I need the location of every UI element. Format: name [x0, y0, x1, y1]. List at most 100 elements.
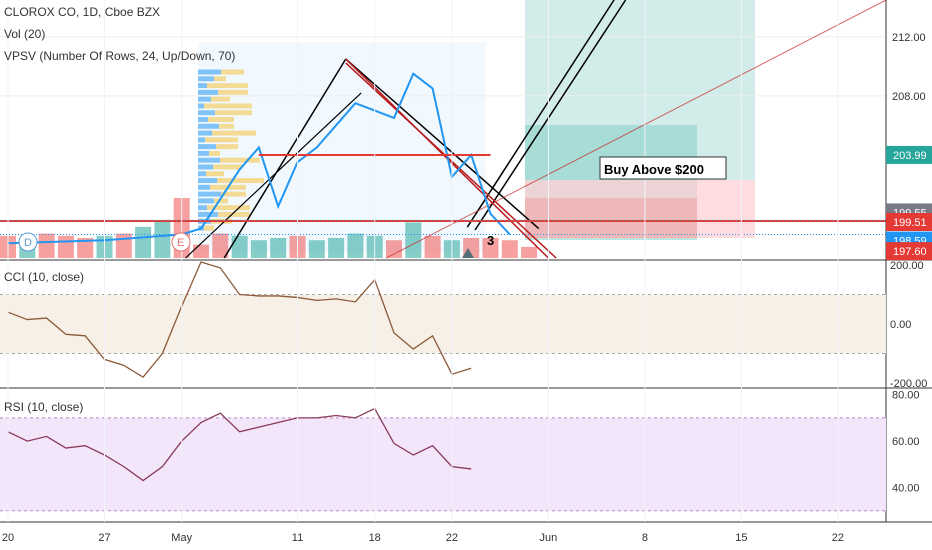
vpsv-up-row	[198, 178, 217, 184]
price-axis: 212.00208.00197.37200.000.00-200.0080.00…	[890, 32, 927, 495]
time-tick-label: 8	[642, 532, 648, 544]
rsi-band	[0, 417, 886, 511]
volume-legend[interactable]: Vol (20)	[4, 27, 45, 41]
time-tick-label: 27	[98, 532, 110, 544]
vpsv-up-row	[198, 76, 214, 82]
price-tag	[886, 145, 932, 164]
vpsv-up-row	[198, 123, 219, 129]
volume-bar	[38, 233, 55, 258]
trend-line[interactable]	[474, 0, 627, 231]
vpsv-down-row	[205, 137, 238, 143]
volume-bar	[405, 222, 422, 258]
legend: CLOROX CO, 1D, Cboe BZX Vol (20) VPSV (N…	[4, 5, 235, 414]
vpsv-down-row	[221, 69, 244, 75]
volume-bar	[347, 233, 364, 258]
volume-bar	[270, 238, 287, 258]
vpsv-up-row	[198, 96, 211, 102]
volume-bar	[154, 220, 171, 258]
vpsv-down-row	[216, 144, 238, 150]
volume-bar	[328, 238, 345, 258]
vpsv-legend[interactable]: VPSV (Number Of Rows, 24, Up/Down, 70)	[4, 49, 235, 63]
trend-line[interactable]	[386, 0, 887, 259]
price-tick-label: 212.00	[892, 32, 926, 44]
vpsv-down-row	[214, 76, 226, 82]
vpsv-area	[198, 42, 486, 252]
vpsv-up-row	[198, 191, 221, 197]
scroll-up-arrow[interactable]	[462, 248, 474, 258]
price-tag	[886, 242, 932, 261]
vpsv-down-row	[215, 110, 252, 116]
vpsv-up-row	[198, 211, 218, 217]
rsi-legend[interactable]: RSI (10, close)	[4, 400, 83, 414]
trend-line[interactable]	[345, 58, 540, 230]
time-tick-label: 22	[446, 532, 458, 544]
vpsv-up-row	[198, 89, 218, 95]
volume-bar	[77, 238, 94, 258]
vpsv-up-row	[198, 110, 215, 116]
symbol-legend[interactable]: CLOROX CO, 1D, Cboe BZX	[4, 5, 160, 19]
price-tag-label: 197.60	[893, 246, 927, 258]
price-panel	[0, 0, 887, 259]
vpsv-down-row	[208, 117, 234, 123]
wave-label: 3	[487, 233, 494, 248]
trend-line[interactable]	[345, 62, 557, 259]
volume-bar	[212, 233, 229, 258]
vpsv-up-row	[198, 150, 209, 156]
vpsv-down-row	[204, 103, 252, 109]
vpsv-up-row	[198, 164, 213, 170]
cci-legend[interactable]: CCI (10, close)	[4, 270, 84, 284]
trend-lines	[185, 0, 887, 259]
buy-above-label: Buy Above $200	[604, 162, 704, 177]
rsi-line	[7, 407, 472, 482]
time-tick-label: 18	[369, 532, 381, 544]
price-tag	[886, 212, 932, 231]
vpsv-up-row	[198, 69, 221, 75]
cci-band	[0, 294, 886, 354]
vpsv-down-row	[214, 198, 228, 204]
vpsv-up-row	[198, 157, 220, 163]
trend-line[interactable]	[185, 92, 362, 259]
cci-tick-label: -200.00	[890, 378, 927, 390]
vpsv-up-row	[198, 198, 214, 204]
vpsv-down-row	[219, 123, 234, 129]
volume-bar	[386, 240, 402, 258]
vpsv-down-row	[217, 178, 264, 184]
cci-tick-label: 200.00	[890, 260, 924, 272]
event-dividend-icon[interactable]: D	[18, 232, 38, 252]
vpsv-up-row	[198, 137, 205, 143]
volume-bar	[250, 240, 267, 258]
rsi-tick-label: 60.00	[892, 436, 920, 448]
price-tag-label: 203.99	[893, 150, 927, 162]
time-axis: 20 27 May 11 18 22 Jun 8 15 22	[2, 0, 844, 544]
vpsv-down-row	[212, 130, 256, 136]
buy-above-box[interactable]: Buy Above $200	[599, 156, 727, 180]
time-tick-label: 11	[292, 532, 303, 544]
vpsv-down-row	[220, 157, 260, 163]
volume-bar	[482, 238, 499, 258]
volume-bar	[521, 246, 538, 258]
vpsv-down-row	[206, 171, 224, 177]
event-dividend-label: D	[24, 237, 32, 249]
time-tick-label: 22	[832, 532, 844, 544]
volume-bar	[135, 226, 152, 258]
time-tick-label: 15	[735, 532, 747, 544]
vpsv-down-row	[207, 205, 250, 211]
vpsv-up-row	[198, 144, 216, 150]
vpsv-down-row	[211, 96, 230, 102]
vpsv-up-row	[198, 117, 208, 123]
volume-bar	[231, 235, 248, 258]
vpsv-up-row	[198, 205, 207, 211]
cci-panel	[0, 261, 886, 378]
vpsv-down-row	[221, 191, 246, 197]
vpsv-down-row	[218, 211, 250, 217]
trend-line[interactable]	[466, 0, 615, 228]
volume-bar	[424, 235, 441, 258]
price-tick-label: 208.00	[892, 91, 926, 103]
trend-line[interactable]	[223, 58, 347, 259]
vpsv-down-row	[209, 150, 220, 156]
price-grid	[0, 36, 886, 97]
vpsv-up-row	[198, 171, 206, 177]
event-earnings-icon[interactable]: E	[171, 232, 191, 252]
